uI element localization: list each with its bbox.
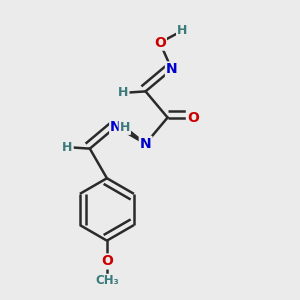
Text: H: H (62, 141, 73, 154)
Text: O: O (154, 36, 166, 50)
Text: H: H (118, 86, 128, 99)
Text: N: N (110, 120, 122, 134)
Text: H: H (177, 24, 188, 37)
Text: H: H (120, 121, 130, 134)
Text: CH₃: CH₃ (95, 274, 119, 287)
Text: O: O (101, 254, 113, 268)
Text: N: N (166, 62, 178, 76)
Text: O: O (187, 111, 199, 124)
Text: N: N (140, 137, 152, 151)
